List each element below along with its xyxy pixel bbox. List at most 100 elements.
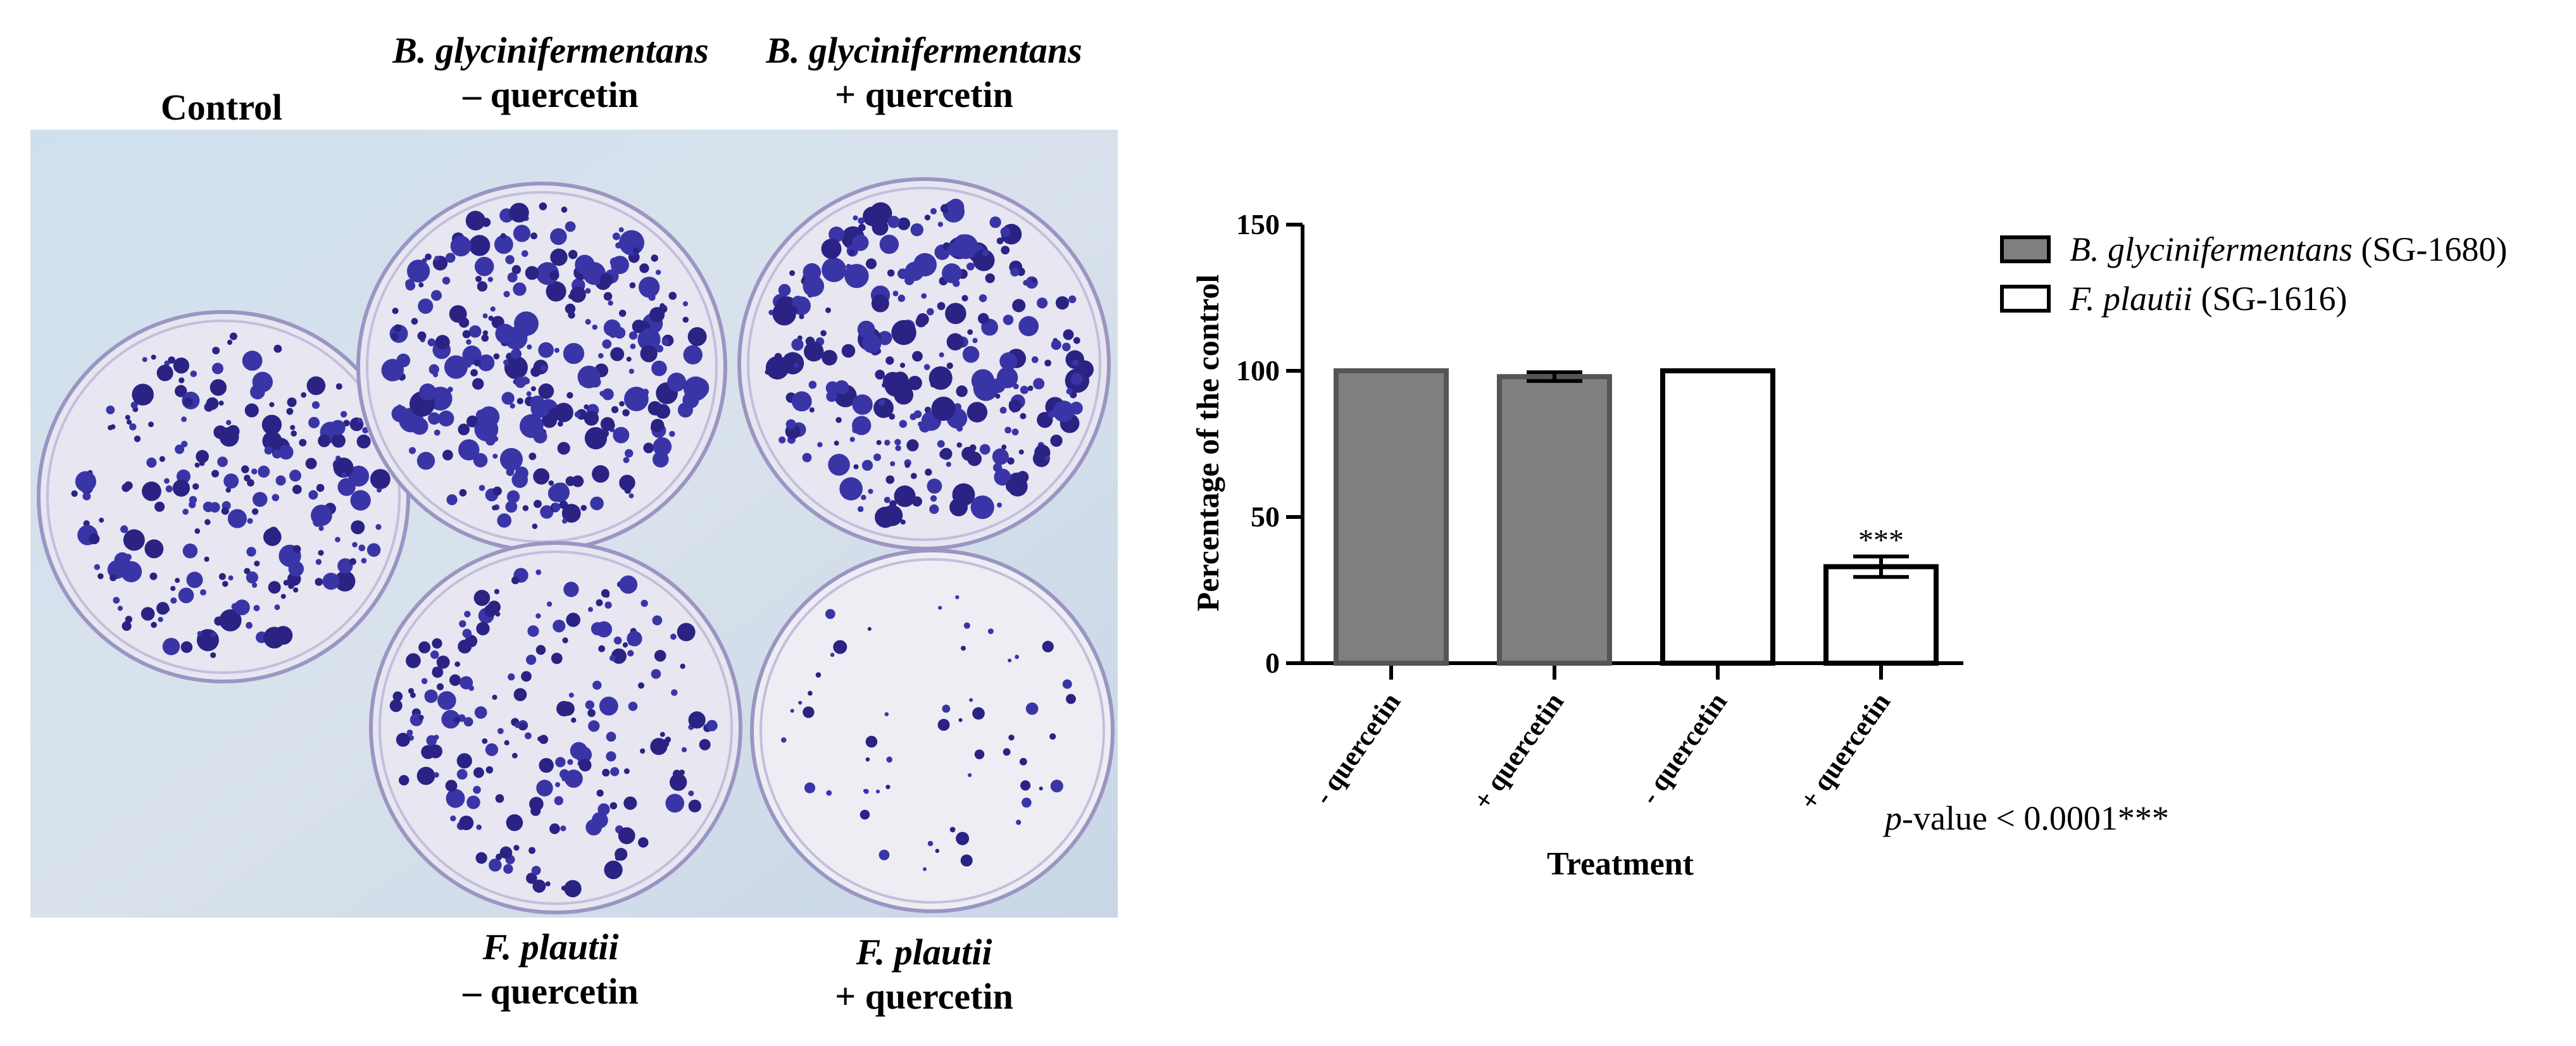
colony	[853, 464, 859, 470]
colony	[197, 631, 203, 637]
colony	[570, 286, 586, 303]
colony	[473, 453, 488, 468]
colony	[596, 599, 603, 606]
colony	[503, 359, 510, 366]
colony	[1020, 413, 1027, 420]
colony	[1042, 640, 1054, 652]
control-label: Control	[160, 87, 283, 128]
colony	[823, 266, 832, 277]
colony	[218, 401, 224, 406]
colony	[530, 232, 537, 240]
colony	[180, 440, 188, 447]
chart-bars	[1334, 368, 1939, 666]
colony	[459, 620, 466, 628]
colony	[601, 589, 610, 598]
colony	[1021, 797, 1032, 808]
colony	[1018, 316, 1039, 337]
colony	[394, 324, 402, 332]
colony	[146, 458, 157, 468]
colony	[875, 370, 885, 380]
colony	[421, 678, 428, 685]
colony	[982, 250, 989, 257]
colony	[463, 717, 473, 727]
colony	[871, 294, 889, 313]
colony	[418, 298, 434, 314]
colony	[924, 215, 931, 221]
colony	[618, 827, 635, 845]
colony	[535, 569, 542, 575]
colony	[482, 738, 488, 744]
colony	[550, 248, 568, 266]
colony	[539, 735, 549, 744]
colony	[915, 316, 927, 328]
colony	[142, 481, 161, 501]
colony	[474, 256, 494, 277]
colony	[632, 247, 640, 254]
colony	[175, 578, 180, 583]
colony	[334, 570, 356, 592]
colony	[809, 407, 815, 413]
colony	[273, 344, 282, 353]
colony	[1010, 267, 1020, 277]
colony	[252, 492, 268, 507]
colony	[530, 395, 545, 410]
colony	[602, 339, 612, 349]
colony	[465, 442, 479, 457]
colony	[488, 315, 494, 321]
colony	[513, 688, 527, 702]
colony	[466, 339, 472, 345]
colony	[442, 277, 451, 285]
colony	[516, 397, 523, 405]
colony	[149, 572, 158, 580]
colony	[1073, 337, 1080, 344]
colony	[274, 604, 280, 611]
colony	[568, 294, 573, 299]
colony	[688, 790, 694, 797]
colony	[418, 282, 424, 288]
colony	[862, 333, 882, 353]
colony	[242, 351, 263, 371]
colony	[526, 391, 532, 397]
colony	[894, 439, 901, 445]
bar	[1334, 368, 1449, 666]
colony	[280, 594, 286, 599]
colony	[546, 281, 566, 302]
colony	[434, 256, 440, 261]
colony	[956, 385, 968, 397]
colony	[292, 545, 301, 554]
colony	[492, 486, 502, 496]
colony	[894, 485, 916, 507]
colony	[977, 313, 989, 325]
colony	[227, 509, 247, 528]
colony	[288, 561, 304, 577]
colony	[559, 500, 568, 509]
colony	[877, 330, 892, 346]
colony	[863, 206, 883, 227]
colony	[109, 574, 117, 582]
colony	[134, 435, 141, 442]
colony	[628, 493, 634, 499]
colony	[446, 494, 458, 506]
colony	[910, 473, 917, 480]
colony	[629, 282, 636, 289]
colony	[456, 753, 472, 769]
colony	[600, 417, 615, 432]
colony	[619, 475, 635, 491]
colony	[574, 411, 581, 418]
colony	[937, 719, 950, 731]
colony	[228, 575, 234, 581]
colony	[999, 352, 1018, 370]
colony	[654, 650, 666, 662]
colony	[802, 452, 812, 463]
colony	[1050, 780, 1063, 793]
colony	[436, 655, 450, 669]
colony	[778, 436, 786, 444]
colony	[584, 404, 589, 410]
colony	[286, 408, 294, 415]
colony	[997, 502, 1003, 508]
colony	[652, 615, 663, 626]
colony	[639, 277, 660, 298]
colony	[211, 363, 224, 375]
colony	[1008, 734, 1015, 741]
colony	[1016, 819, 1022, 825]
